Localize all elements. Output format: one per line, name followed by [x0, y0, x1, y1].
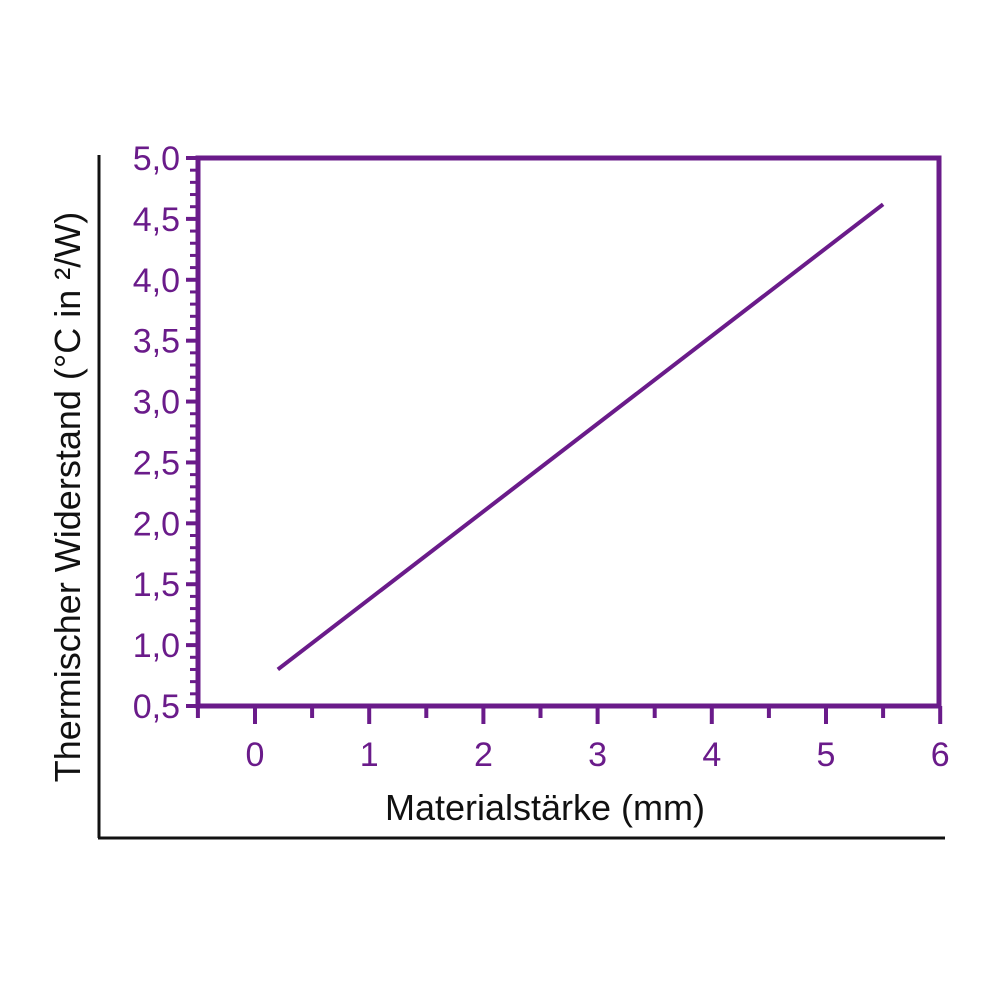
series-line [276, 202, 885, 672]
x-tick-label: 5 [817, 736, 836, 774]
x-tick-label: 4 [702, 736, 721, 774]
y-tick-label: 0,5 [133, 688, 180, 726]
x-tick-label: 3 [588, 736, 607, 774]
y-tick-label: 1,5 [133, 566, 180, 604]
y-axis-ticks: 0,5 1,0 1,5 2,0 2,5 3,0 3,5 4,0 4,5 5,0 [133, 140, 198, 726]
y-tick-label: 5,0 [133, 140, 180, 178]
y-axis-title: Thermischer Widerstand (°C in ²/W) [47, 212, 88, 782]
y-minor-ticks [190, 168, 198, 696]
y-tick-label: 4,5 [133, 201, 180, 239]
x-minor-ticks [195, 706, 886, 718]
x-axis-ticks: 0 1 2 3 4 5 6 [246, 706, 950, 774]
y-tick-label: 2,0 [133, 505, 180, 543]
y-tick-label: 1,0 [133, 627, 180, 665]
y-tick-label: 4,0 [133, 262, 180, 300]
x-tick-label: 2 [474, 736, 493, 774]
x-tick-label: 1 [360, 736, 379, 774]
y-tick-label: 2,5 [133, 444, 180, 482]
x-tick-label: 6 [931, 736, 950, 774]
y-tick-label: 3,5 [133, 323, 180, 361]
y-tick-label: 3,0 [133, 384, 180, 422]
series-group [276, 202, 885, 672]
plot-frame [195, 155, 942, 709]
x-axis-title: Materialstärke (mm) [385, 787, 705, 828]
x-tick-label: 0 [246, 736, 265, 774]
